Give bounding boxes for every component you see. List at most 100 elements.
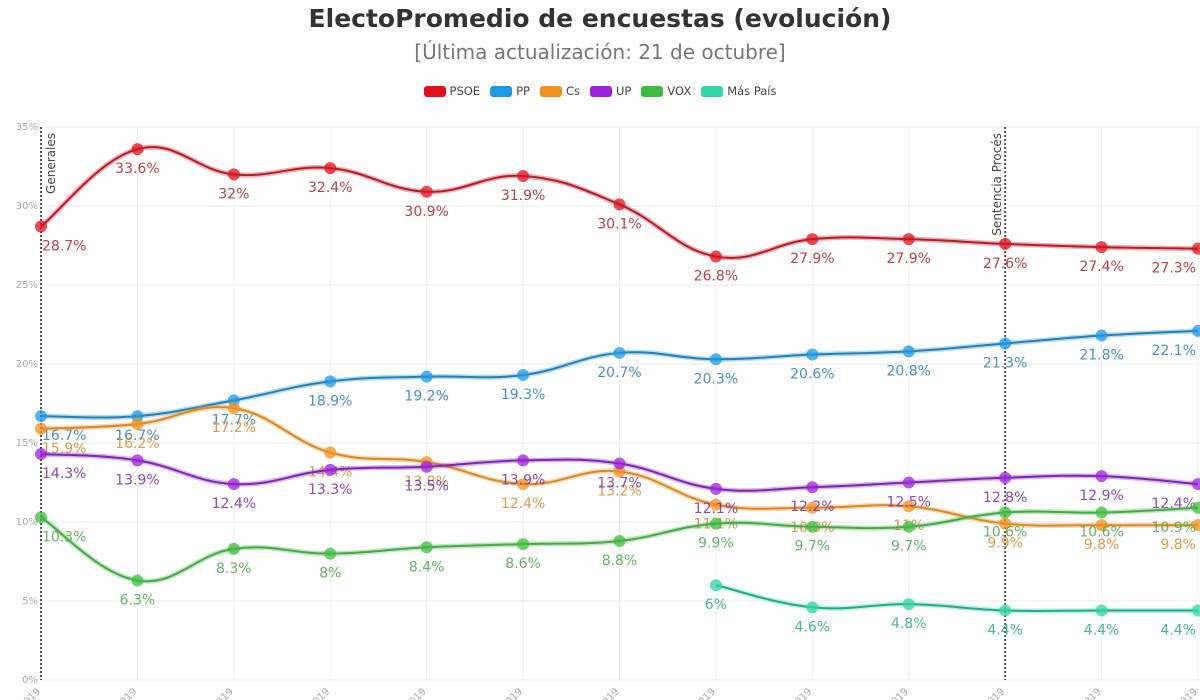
x-tick-label: 2019 xyxy=(789,686,815,700)
data-label-vox: 9.7% xyxy=(891,539,927,555)
y-tick-label: 10% xyxy=(16,517,38,528)
data-point-pp xyxy=(613,346,626,359)
data-label-cs: 16.2% xyxy=(115,436,159,452)
data-label-vox: 9.7% xyxy=(795,539,831,555)
data-point-vox xyxy=(227,542,240,555)
data-label-cs: 9.9% xyxy=(987,536,1023,552)
data-point-vox xyxy=(999,506,1012,519)
legend-item[interactable]: PSOE xyxy=(423,84,481,98)
data-point-cs xyxy=(227,402,240,415)
data-point-vox xyxy=(709,517,722,530)
x-tick-label: 2019 xyxy=(499,686,525,700)
data-point-cs xyxy=(902,500,915,513)
data-label-cs: 12.4% xyxy=(501,496,545,512)
data-point-pp xyxy=(806,348,819,361)
data-point-pp xyxy=(902,345,915,358)
data-point-vox xyxy=(902,520,915,533)
legend-item[interactable]: VOX xyxy=(641,84,691,98)
data-point-cs xyxy=(324,446,337,459)
data-point-up xyxy=(227,478,240,491)
data-label-up: 12.8% xyxy=(983,490,1027,506)
data-label-cs: 13.2% xyxy=(597,483,641,499)
data-point-psoe xyxy=(227,168,240,181)
legend-item[interactable]: PP xyxy=(490,84,530,98)
data-point-pp xyxy=(1095,329,1108,342)
data-label-psoe: 30.1% xyxy=(597,216,641,232)
data-point-psoe xyxy=(613,198,626,211)
legend-swatch xyxy=(423,85,446,97)
data-label-vox: 10.6% xyxy=(1079,525,1123,541)
data-point-psoe xyxy=(1192,242,1200,255)
legend-item[interactable]: Cs xyxy=(539,84,580,98)
data-label-psoe: 26.8% xyxy=(694,269,738,285)
data-point-cs xyxy=(1192,519,1200,532)
data-point-vox xyxy=(806,520,819,533)
data-label-ms-pas: 4.4% xyxy=(1084,622,1120,638)
data-point-ms-pas xyxy=(806,601,819,614)
data-point-vox xyxy=(1095,506,1108,519)
data-point-up xyxy=(131,454,144,467)
x-tick-label: 2019 xyxy=(885,686,911,700)
data-label-psoe: 27.9% xyxy=(887,251,931,267)
data-point-up xyxy=(806,481,819,494)
data-point-pp xyxy=(999,337,1012,350)
data-label-up: 12.5% xyxy=(887,495,931,511)
y-tick-label: 35% xyxy=(16,122,38,133)
legend: PSOE PP Cs UP VOX Más País xyxy=(0,84,1200,98)
y-tick-label: 0% xyxy=(22,675,38,686)
y-tick-label: 20% xyxy=(16,359,38,370)
data-point-cs xyxy=(709,498,722,511)
data-point-vox xyxy=(613,534,626,547)
data-label-up: 13.7% xyxy=(597,476,641,492)
chart-subtitle: [Última actualización: 21 de octubre] xyxy=(414,40,786,64)
data-label-psoe: 32% xyxy=(218,186,249,202)
data-label-vox: 8.6% xyxy=(505,556,541,572)
data-point-up xyxy=(1192,478,1200,491)
data-label-cs: 9.8% xyxy=(1084,537,1120,553)
data-label-vox: 8% xyxy=(319,566,341,582)
data-label-psoe: 27.3% xyxy=(1152,261,1196,277)
data-point-cs xyxy=(806,501,819,514)
y-tick-label: 25% xyxy=(16,280,38,291)
data-point-psoe xyxy=(902,233,915,246)
data-label-vox: 8.4% xyxy=(409,559,445,575)
x-tick-label: 2019 xyxy=(403,686,429,700)
data-point-psoe xyxy=(324,162,337,175)
legend-item[interactable]: UP xyxy=(589,84,631,98)
legend-label: PSOE xyxy=(449,84,481,98)
data-label-pp: 20.3% xyxy=(694,371,738,387)
data-label-vox: 10.9% xyxy=(1152,520,1196,536)
legend-label: Cs xyxy=(565,84,580,98)
data-label-psoe: 27.6% xyxy=(983,256,1027,272)
data-point-psoe xyxy=(806,233,819,246)
data-label-up: 12.1% xyxy=(694,501,738,517)
series-line-ms-pas xyxy=(715,584,1198,613)
x-tick-label: 2019 xyxy=(1174,686,1200,700)
data-label-pp: 16.7% xyxy=(115,428,159,444)
event-marker-label: Sentencia Procés xyxy=(990,133,1004,236)
data-point-cs xyxy=(517,478,530,491)
x-tick-label: 2019 xyxy=(307,686,333,700)
data-point-cs xyxy=(1095,519,1108,532)
data-label-cs: 13.8% xyxy=(404,474,448,490)
legend-swatch xyxy=(701,85,724,97)
x-tick-label: 2019 xyxy=(982,686,1008,700)
data-label-vox: 8.8% xyxy=(602,553,638,569)
x-tick-label: 2019 xyxy=(1078,686,1104,700)
data-point-psoe xyxy=(420,185,433,198)
legend-item[interactable]: Más País xyxy=(701,84,776,98)
data-point-up xyxy=(517,454,530,467)
data-label-pp: 19.3% xyxy=(501,387,545,403)
data-label-up: 13.5% xyxy=(404,479,448,495)
data-point-ms-pas xyxy=(1095,604,1108,617)
data-label-pp: 20.7% xyxy=(597,365,641,381)
data-label-up: 12.9% xyxy=(1079,488,1123,504)
legend-label: VOX xyxy=(667,84,692,98)
data-label-up: 13.9% xyxy=(501,472,545,488)
legend-swatch xyxy=(641,85,664,97)
x-tick-label: 2019 xyxy=(114,686,140,700)
y-tick-label: 30% xyxy=(16,201,38,212)
data-point-pp xyxy=(35,410,47,423)
data-label-ms-pas: 6% xyxy=(705,597,727,613)
